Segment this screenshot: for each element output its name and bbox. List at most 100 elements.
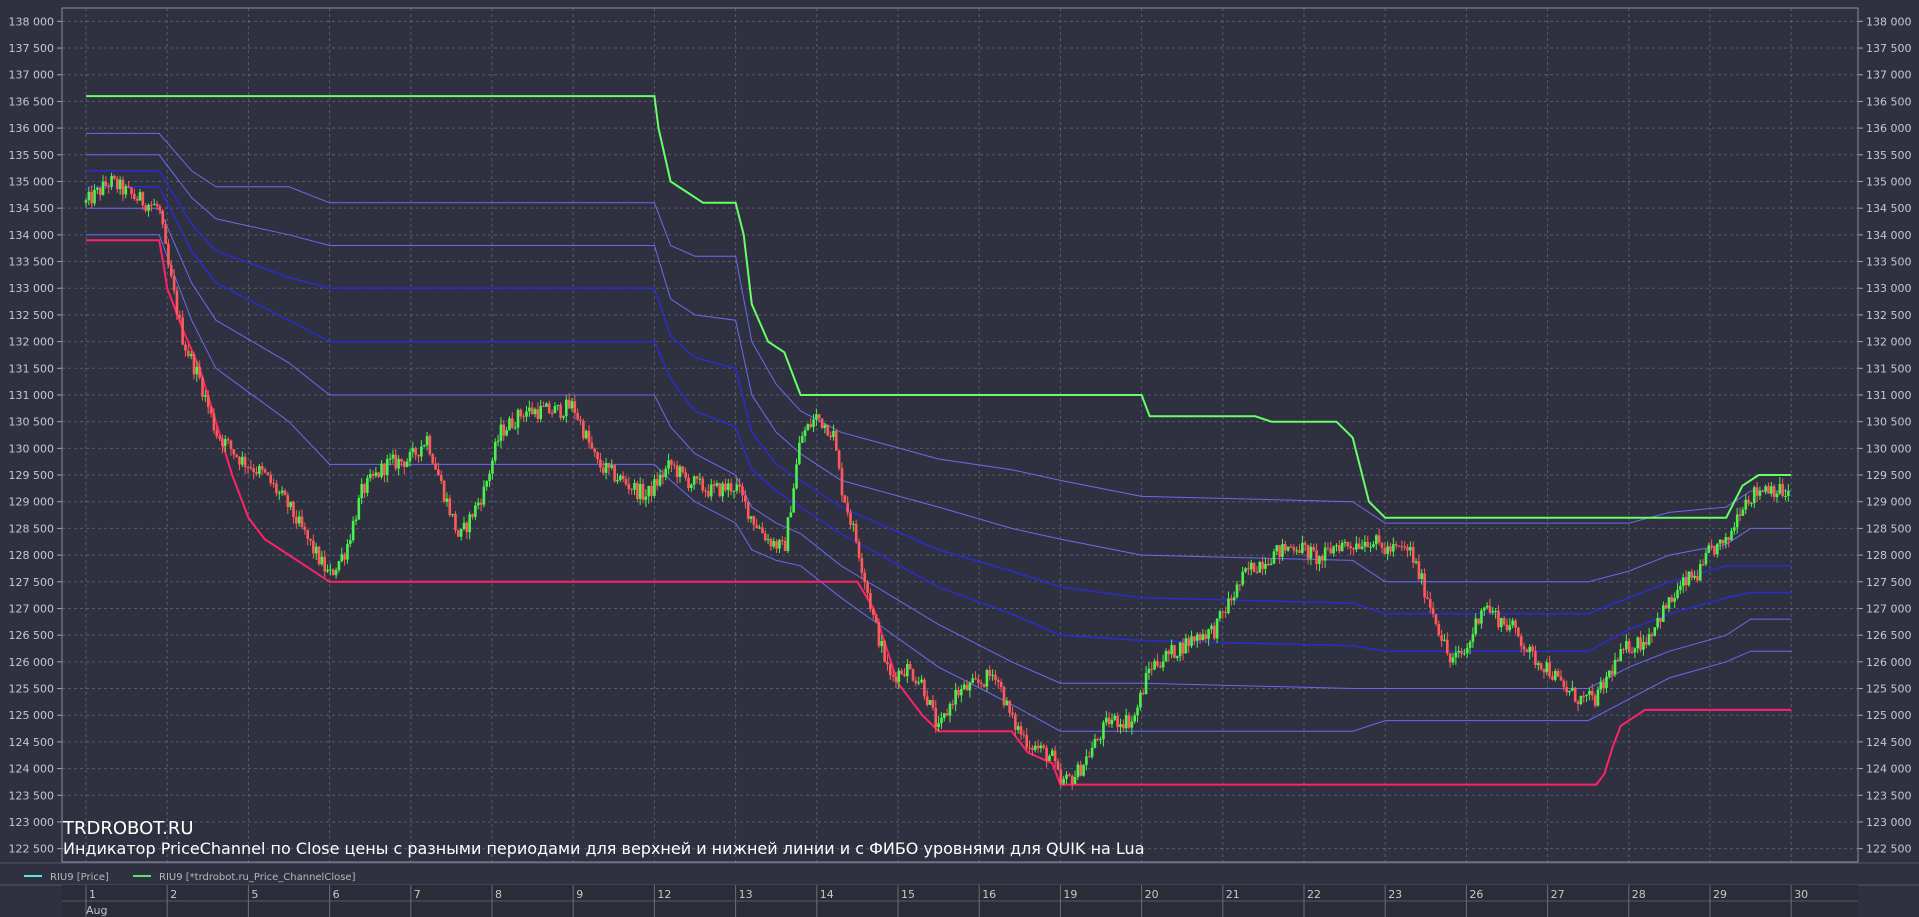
candle-body[interactable]: [1232, 597, 1236, 601]
candle-body[interactable]: [1349, 546, 1352, 549]
candle-body[interactable]: [1650, 634, 1654, 636]
candle-body[interactable]: [1517, 627, 1520, 637]
candle-body[interactable]: [1158, 665, 1162, 668]
candle-body[interactable]: [1085, 756, 1088, 765]
candle-body[interactable]: [812, 419, 815, 428]
candle-body[interactable]: [820, 418, 824, 428]
candle-body[interactable]: [1036, 745, 1040, 749]
candle-body[interactable]: [1568, 690, 1571, 693]
candle-body[interactable]: [1357, 543, 1361, 549]
candle-body[interactable]: [624, 478, 628, 485]
candle-body[interactable]: [525, 411, 528, 417]
candle-body[interactable]: [1315, 550, 1318, 564]
candle-body[interactable]: [655, 479, 659, 486]
candle-body[interactable]: [1309, 546, 1313, 559]
candle-body[interactable]: [266, 472, 270, 475]
candle-body[interactable]: [499, 424, 503, 441]
candle-body[interactable]: [1332, 546, 1335, 554]
candle-body[interactable]: [175, 290, 179, 315]
candle-body[interactable]: [280, 490, 284, 493]
candle-body[interactable]: [599, 459, 602, 468]
candle-body[interactable]: [1642, 641, 1645, 650]
candle-body[interactable]: [238, 456, 241, 465]
candle-body[interactable]: [1488, 605, 1492, 613]
candle-body[interactable]: [1016, 726, 1020, 730]
candle-body[interactable]: [340, 554, 344, 562]
candle-body[interactable]: [130, 187, 133, 194]
candle-body[interactable]: [1593, 695, 1597, 706]
candle-body[interactable]: [1266, 563, 1270, 566]
candle-body[interactable]: [1028, 747, 1031, 749]
candle-body[interactable]: [1011, 712, 1014, 715]
candle-body[interactable]: [1261, 562, 1264, 569]
candle-body[interactable]: [1647, 634, 1651, 645]
candle-body[interactable]: [786, 517, 790, 551]
candle-body[interactable]: [1139, 692, 1142, 708]
candle-body[interactable]: [1116, 715, 1119, 728]
candle-body[interactable]: [519, 409, 523, 417]
candle-body[interactable]: [550, 413, 554, 415]
candle-body[interactable]: [1073, 777, 1077, 784]
candle-body[interactable]: [690, 484, 693, 489]
candle-body[interactable]: [454, 513, 457, 531]
candle-body[interactable]: [1755, 487, 1759, 496]
candle-body[interactable]: [209, 407, 213, 414]
candle-body[interactable]: [528, 407, 531, 412]
candle-body[interactable]: [1454, 652, 1458, 658]
candle-body[interactable]: [1056, 761, 1060, 770]
candle-body[interactable]: [1397, 545, 1401, 547]
candle-body[interactable]: [1693, 575, 1696, 578]
candle-body[interactable]: [133, 193, 136, 199]
candle-body[interactable]: [457, 530, 460, 537]
candle-body[interactable]: [283, 490, 287, 496]
candle-body[interactable]: [206, 395, 210, 408]
candle-body[interactable]: [638, 484, 642, 499]
candle-body[interactable]: [1613, 659, 1617, 675]
candle-body[interactable]: [297, 516, 301, 524]
candle-body[interactable]: [1667, 597, 1671, 609]
candle-body[interactable]: [488, 473, 491, 482]
candle-body[interactable]: [996, 680, 1000, 682]
candle-body[interactable]: [582, 421, 585, 439]
candle-body[interactable]: [1684, 577, 1688, 586]
candle-body[interactable]: [533, 409, 537, 415]
candle-body[interactable]: [363, 484, 366, 493]
candle-body[interactable]: [644, 496, 648, 500]
candle-body[interactable]: [1698, 564, 1702, 581]
candle-body[interactable]: [98, 187, 102, 195]
candle-body[interactable]: [1312, 546, 1316, 551]
candle-body[interactable]: [346, 543, 349, 560]
candle-body[interactable]: [87, 191, 91, 201]
candle-body[interactable]: [1238, 584, 1242, 586]
candle-body[interactable]: [837, 450, 841, 469]
candle-body[interactable]: [198, 366, 201, 378]
candle-body[interactable]: [798, 442, 801, 465]
candle-body[interactable]: [667, 460, 670, 469]
candle-body[interactable]: [1119, 724, 1122, 728]
candle-body[interactable]: [1707, 545, 1711, 553]
candle-body[interactable]: [502, 424, 506, 436]
candle-body[interactable]: [726, 483, 730, 491]
candle-body[interactable]: [957, 689, 960, 696]
candle-body[interactable]: [471, 514, 474, 517]
candle-body[interactable]: [1181, 642, 1185, 654]
candle-body[interactable]: [1227, 598, 1230, 614]
candle-body[interactable]: [621, 475, 625, 479]
candle-body[interactable]: [843, 495, 847, 503]
candle-body[interactable]: [1542, 669, 1546, 673]
candle-body[interactable]: [169, 265, 173, 277]
candle-body[interactable]: [1295, 550, 1298, 552]
candle-body[interactable]: [306, 529, 309, 539]
candle-body[interactable]: [462, 522, 466, 530]
candle-body[interactable]: [255, 472, 258, 474]
candle-body[interactable]: [658, 474, 662, 486]
candle-body[interactable]: [1662, 605, 1665, 622]
candle-body[interactable]: [1284, 544, 1287, 551]
candle-body[interactable]: [914, 680, 918, 684]
candle-body[interactable]: [1289, 546, 1293, 548]
candle-body[interactable]: [1184, 638, 1188, 654]
candle-body[interactable]: [1133, 715, 1136, 722]
candle-body[interactable]: [1460, 650, 1463, 654]
candle-body[interactable]: [945, 713, 949, 716]
candle-body[interactable]: [124, 186, 128, 195]
